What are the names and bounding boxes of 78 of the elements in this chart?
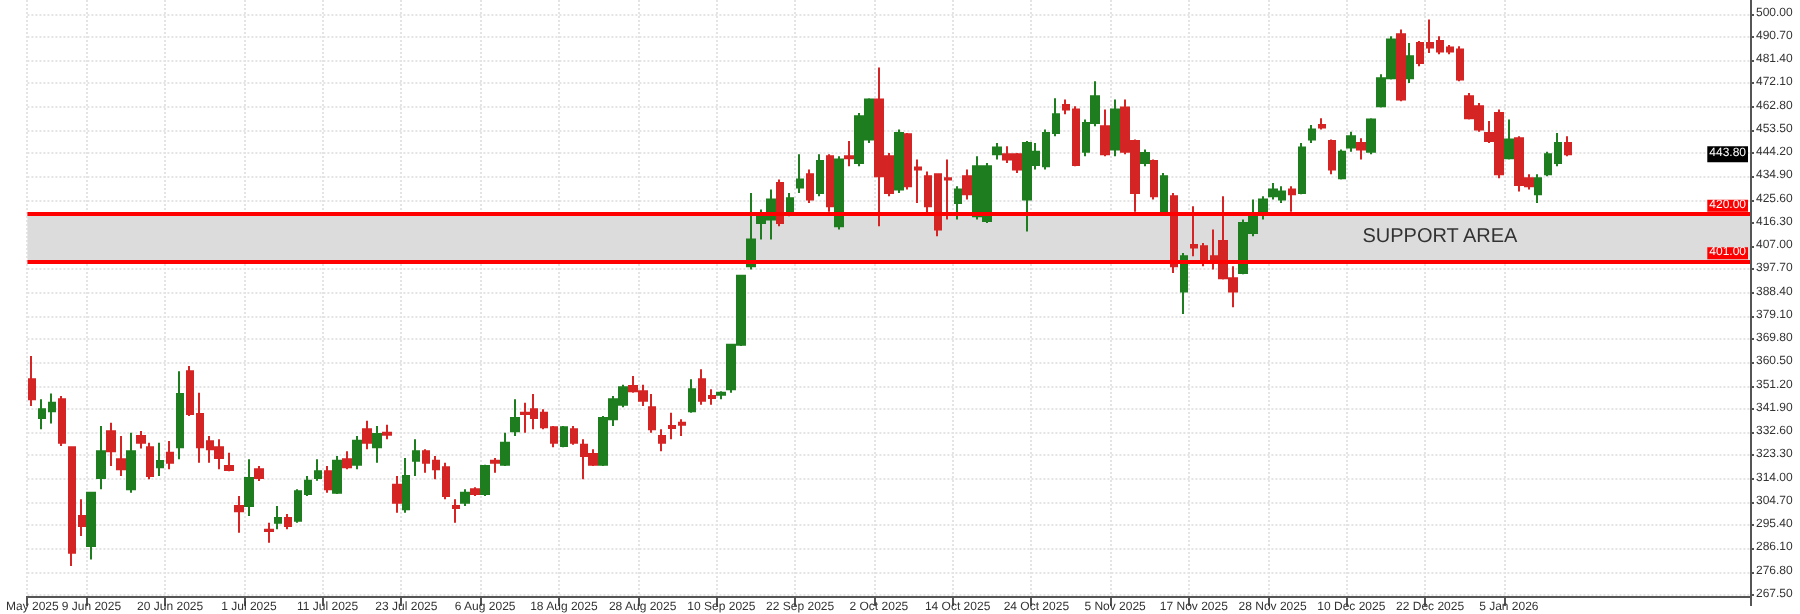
candlestick bbox=[244, 458, 254, 518]
candlestick bbox=[1366, 117, 1376, 156]
candlestick bbox=[452, 498, 460, 524]
candlestick bbox=[1396, 28, 1406, 103]
candlestick bbox=[844, 139, 854, 168]
candlestick bbox=[324, 465, 332, 494]
candlestick bbox=[1258, 195, 1268, 221]
candlestick bbox=[284, 513, 292, 531]
candlestick bbox=[234, 495, 244, 534]
candlestick bbox=[1160, 171, 1168, 214]
candlestick bbox=[1338, 148, 1346, 181]
candlestick bbox=[992, 141, 1002, 161]
candlestick bbox=[106, 421, 116, 468]
candlestick bbox=[1110, 98, 1120, 158]
candlestick bbox=[480, 463, 490, 498]
candlestick bbox=[402, 457, 410, 514]
candlestick bbox=[570, 425, 578, 446]
candlestick bbox=[1406, 41, 1414, 84]
candlestick bbox=[166, 440, 174, 471]
candlestick bbox=[274, 505, 282, 531]
candlestick bbox=[658, 428, 666, 453]
candlestick bbox=[1534, 173, 1542, 204]
candlestick bbox=[332, 455, 342, 496]
candlestick bbox=[96, 425, 106, 491]
candlestick bbox=[1288, 185, 1296, 213]
candlestick bbox=[116, 435, 126, 478]
candlestick bbox=[156, 441, 164, 478]
candlestick bbox=[392, 475, 402, 514]
candlestick bbox=[894, 128, 904, 194]
candlestick bbox=[460, 488, 470, 508]
candlestick bbox=[314, 458, 322, 482]
candlestick bbox=[510, 398, 520, 438]
candlestick bbox=[352, 435, 362, 471]
candlestick bbox=[500, 431, 510, 468]
candlestick bbox=[834, 155, 844, 231]
candlestick bbox=[1150, 158, 1158, 201]
candlestick bbox=[86, 491, 96, 561]
candlestick bbox=[254, 465, 264, 483]
candlestick bbox=[176, 370, 184, 461]
candlestick bbox=[688, 378, 696, 414]
candlestick bbox=[214, 438, 224, 471]
candlestick bbox=[1318, 117, 1326, 131]
candlestick bbox=[1564, 135, 1572, 158]
candlestick bbox=[490, 457, 500, 474]
candlestick bbox=[1504, 118, 1514, 161]
candlestick bbox=[1140, 148, 1150, 168]
candlestick bbox=[816, 153, 824, 198]
candlestick bbox=[962, 168, 972, 201]
candlestick bbox=[786, 191, 794, 218]
candlestick bbox=[224, 451, 234, 473]
candlestick bbox=[470, 486, 480, 498]
candlestick bbox=[412, 438, 420, 478]
candlestick bbox=[264, 521, 274, 544]
candlestick bbox=[776, 178, 784, 228]
candlestick bbox=[1180, 251, 1188, 316]
candlestick bbox=[560, 425, 568, 449]
candlestick bbox=[806, 168, 814, 204]
candlestick bbox=[1022, 139, 1032, 233]
candlestick bbox=[382, 423, 392, 441]
candlestick bbox=[796, 153, 804, 194]
candlestick bbox=[342, 450, 352, 471]
candlestick bbox=[1346, 130, 1356, 153]
candlestick bbox=[1308, 123, 1316, 144]
candlestick bbox=[28, 355, 36, 408]
candlestick bbox=[126, 431, 136, 494]
candlestick bbox=[58, 395, 66, 448]
candlestick bbox=[1328, 138, 1336, 176]
candlestick bbox=[1100, 108, 1110, 158]
candlestick bbox=[716, 390, 726, 401]
candlestick bbox=[1298, 141, 1306, 196]
candlestick bbox=[1356, 137, 1366, 161]
band-label: SUPPORT AREA bbox=[1362, 226, 1519, 249]
candlestick bbox=[362, 419, 372, 451]
candlestick bbox=[520, 401, 530, 434]
candlestick bbox=[372, 425, 382, 464]
candlestick bbox=[1268, 181, 1278, 201]
candlestick bbox=[826, 153, 834, 213]
candlestick bbox=[954, 185, 962, 221]
